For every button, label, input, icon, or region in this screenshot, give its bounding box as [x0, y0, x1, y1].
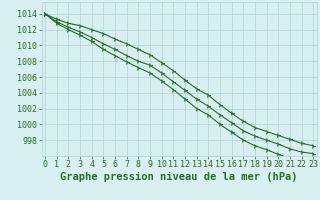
X-axis label: Graphe pression niveau de la mer (hPa): Graphe pression niveau de la mer (hPa) — [60, 172, 298, 182]
